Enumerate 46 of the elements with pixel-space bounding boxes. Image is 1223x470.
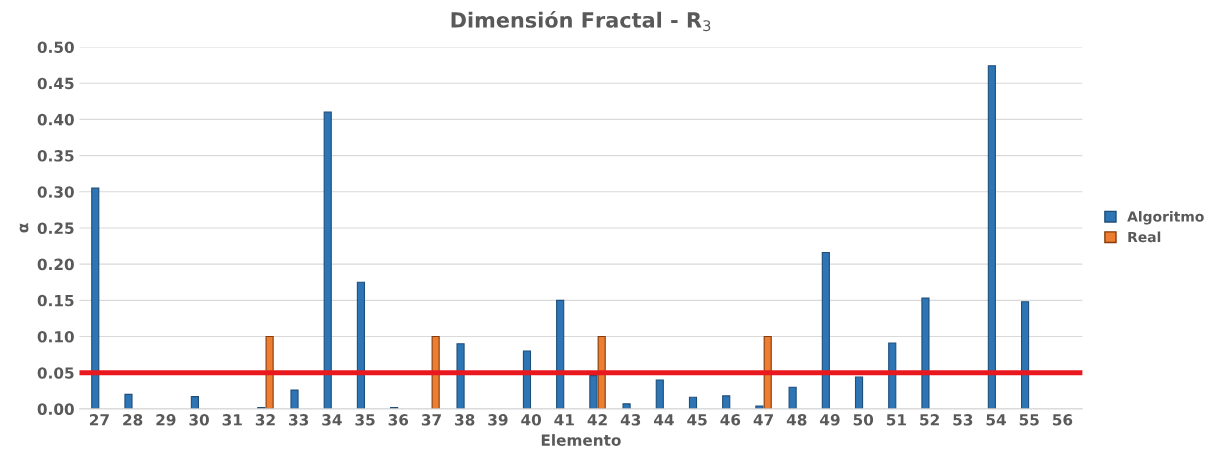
y-tick-label: 0.00: [37, 403, 74, 415]
x-tick-label: 52: [920, 414, 939, 426]
x-tick-label: 36: [388, 414, 409, 426]
x-tick-label: 55: [1019, 414, 1039, 426]
y-tick-label: 0.25: [37, 222, 74, 234]
x-tick-label: 37: [421, 414, 441, 426]
y-tick-label: 0.20: [37, 258, 74, 271]
y-tick-label: 0.15: [37, 294, 74, 307]
x-tick-label: 56: [1052, 414, 1073, 426]
legend-label: Algoritmo: [1127, 210, 1204, 225]
x-tick-label: 40: [521, 414, 542, 426]
y-tick-label: 0.50: [37, 41, 74, 54]
y-tick-label: 0.10: [37, 330, 74, 343]
x-tick-label: 31: [222, 414, 242, 426]
x-tick-label: 53: [953, 414, 973, 426]
x-tick-label: 33: [289, 414, 309, 426]
y-tick-label: 0.30: [37, 186, 74, 198]
chart-title: Dimensión Fractal - R$_{3}$: [451, 10, 711, 32]
x-tick-label: 47: [753, 414, 773, 426]
y-tick-label: 0.45: [37, 77, 74, 90]
x-tick-label: 45: [687, 414, 707, 426]
x-tick-label: 46: [720, 414, 741, 426]
x-tick-label: 41: [554, 414, 574, 426]
x-tick-label: 42: [587, 414, 607, 426]
y-tick-label: 0.05: [37, 367, 74, 379]
x-tick-label: 28: [123, 414, 143, 426]
x-tick-label: 34: [322, 414, 342, 426]
x-tick-label: 39: [488, 414, 508, 426]
x-axis-title: Elemento: [541, 434, 621, 446]
x-tick-label: 48: [786, 414, 807, 426]
x-tick-label: 49: [820, 414, 840, 426]
x-tick-label: 44: [654, 414, 674, 426]
x-tick-label: 50: [853, 414, 874, 426]
x-tick-label: 54: [986, 414, 1006, 426]
x-tick-label: 30: [189, 414, 209, 426]
x-tick-label: 35: [355, 414, 375, 426]
x-tick-label: 32: [255, 414, 275, 426]
y-tick-label: 0.40: [37, 113, 74, 126]
y-tick-label: 0.35: [37, 150, 74, 162]
x-tick-label: 43: [620, 414, 641, 426]
y-axis-title: α: [19, 223, 29, 233]
x-tick-label: 29: [156, 414, 176, 426]
x-tick-label: 51: [886, 414, 906, 426]
x-tick-label: 38: [455, 414, 475, 426]
x-tick-label: 27: [90, 414, 109, 426]
legend-label: Real: [1128, 231, 1161, 243]
